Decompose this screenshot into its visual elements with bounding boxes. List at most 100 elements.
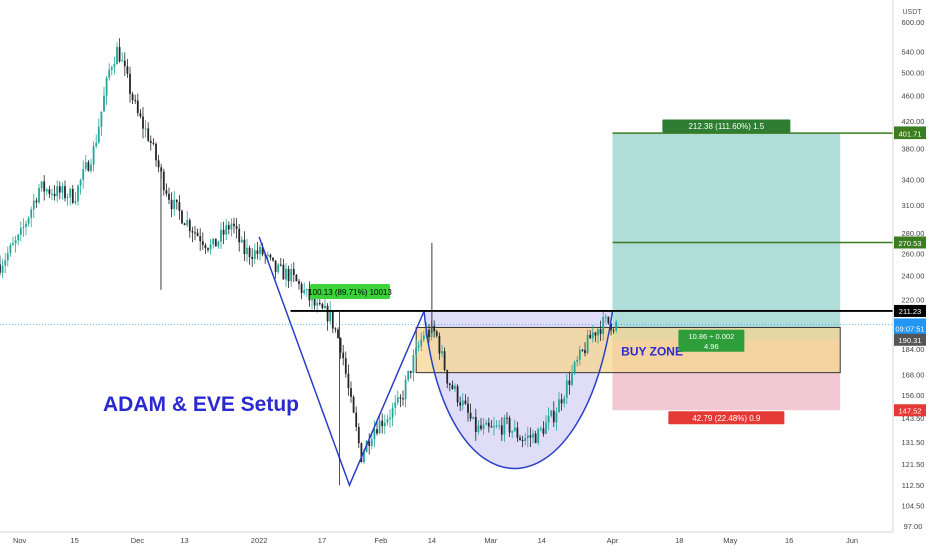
candle-body <box>155 143 157 161</box>
candle-body <box>454 386 456 389</box>
price-axis-bg <box>893 0 932 550</box>
candle-body <box>493 426 495 428</box>
candle-body <box>61 186 64 193</box>
price-tag-bg <box>894 322 926 335</box>
candle-body <box>399 397 402 399</box>
candle-body <box>615 322 618 331</box>
x-tick-label: 15 <box>70 536 78 545</box>
candle-body <box>396 397 399 403</box>
candle-body <box>407 371 410 380</box>
candle-body <box>386 419 389 423</box>
candle-body <box>0 264 1 273</box>
candle-body <box>87 162 90 171</box>
candle-body <box>131 93 134 101</box>
candle-body <box>329 310 332 322</box>
candle-body <box>170 199 173 210</box>
candle-body <box>144 128 147 130</box>
candle-body <box>217 241 220 247</box>
candle-body <box>347 373 350 389</box>
candle-body <box>480 425 482 429</box>
candle-body <box>295 274 298 282</box>
candle-body <box>97 126 100 143</box>
candle-body <box>123 60 126 67</box>
x-tick-label: 13 <box>180 536 188 545</box>
candle-body <box>175 199 178 203</box>
candle-body <box>51 193 53 195</box>
eve-curve-line[interactable] <box>423 310 614 470</box>
y-tick-label: 143.50 <box>902 414 925 423</box>
candle-body <box>199 235 202 242</box>
candle-body <box>1 265 4 273</box>
y-tick-label: 121.50 <box>902 460 925 469</box>
candle-body <box>485 422 488 425</box>
candle-body <box>38 188 40 203</box>
candle-body <box>279 264 282 266</box>
candle-body <box>253 250 256 259</box>
candle-body <box>376 429 378 434</box>
y-tick-label: 540.00 <box>902 47 925 56</box>
target-label: 212.38 (111.60%) 1.5 <box>688 122 764 131</box>
candle-body <box>69 188 72 198</box>
currency-label: USDT <box>902 9 922 16</box>
candle-body <box>113 64 116 68</box>
price-tag-bg <box>894 127 926 140</box>
candle-body <box>490 426 493 428</box>
candle-body <box>435 331 438 336</box>
buy-zone-box[interactable] <box>415 326 841 374</box>
candle-body <box>402 398 404 400</box>
candle-body <box>152 142 155 144</box>
candle-body <box>459 402 462 406</box>
candle-body <box>448 383 451 386</box>
buy-zone-label: BUY ZONE <box>621 344 683 358</box>
candle-body <box>381 420 384 427</box>
stop-badge <box>668 411 785 425</box>
candle-body <box>196 232 199 236</box>
y-tick-label: 420.00 <box>902 117 925 126</box>
candle-body <box>334 328 337 330</box>
candle-body <box>160 167 163 172</box>
profit-zone[interactable] <box>612 132 841 340</box>
candle-body <box>214 238 217 247</box>
candle-body <box>201 241 204 246</box>
candle-body <box>227 225 230 230</box>
stop-label: 42.79 (22.48%) 0.9 <box>692 414 761 423</box>
candle-body <box>469 412 472 419</box>
candle-body <box>550 410 553 416</box>
candle-body <box>326 305 329 322</box>
candle-body <box>246 247 248 255</box>
candle-body <box>240 239 243 243</box>
price-tag-211.23: 211.23 <box>899 307 921 316</box>
measure-badge <box>310 283 391 299</box>
price-tag-401.71: 401.71 <box>899 129 922 138</box>
candle-body <box>40 181 43 189</box>
candle-body <box>118 47 121 62</box>
candle-body <box>584 350 586 354</box>
candle-body <box>534 433 537 443</box>
adam-v-line[interactable] <box>258 236 425 488</box>
candle-body <box>337 329 339 339</box>
candle-body <box>108 69 111 78</box>
price-tag-bg <box>894 304 926 317</box>
candle-body <box>378 420 381 434</box>
candle-body <box>602 316 605 334</box>
candle-body <box>487 422 490 427</box>
candle-body <box>238 228 241 243</box>
candle-body <box>142 116 144 129</box>
candle-body <box>552 410 555 423</box>
candle-body <box>506 417 508 419</box>
candle-body <box>100 111 103 127</box>
x-tick-label: 17 <box>318 536 326 545</box>
candle-body <box>526 435 529 439</box>
candle-body <box>157 160 160 168</box>
candle-body <box>165 190 168 194</box>
candle-body <box>64 186 66 199</box>
candle-body <box>474 416 477 433</box>
y-tick-label: 260.00 <box>902 249 925 258</box>
candle-body <box>303 290 306 294</box>
candle-body <box>508 418 511 433</box>
candle-body <box>14 240 17 244</box>
candle-body <box>597 329 599 336</box>
candle-body <box>521 439 524 441</box>
